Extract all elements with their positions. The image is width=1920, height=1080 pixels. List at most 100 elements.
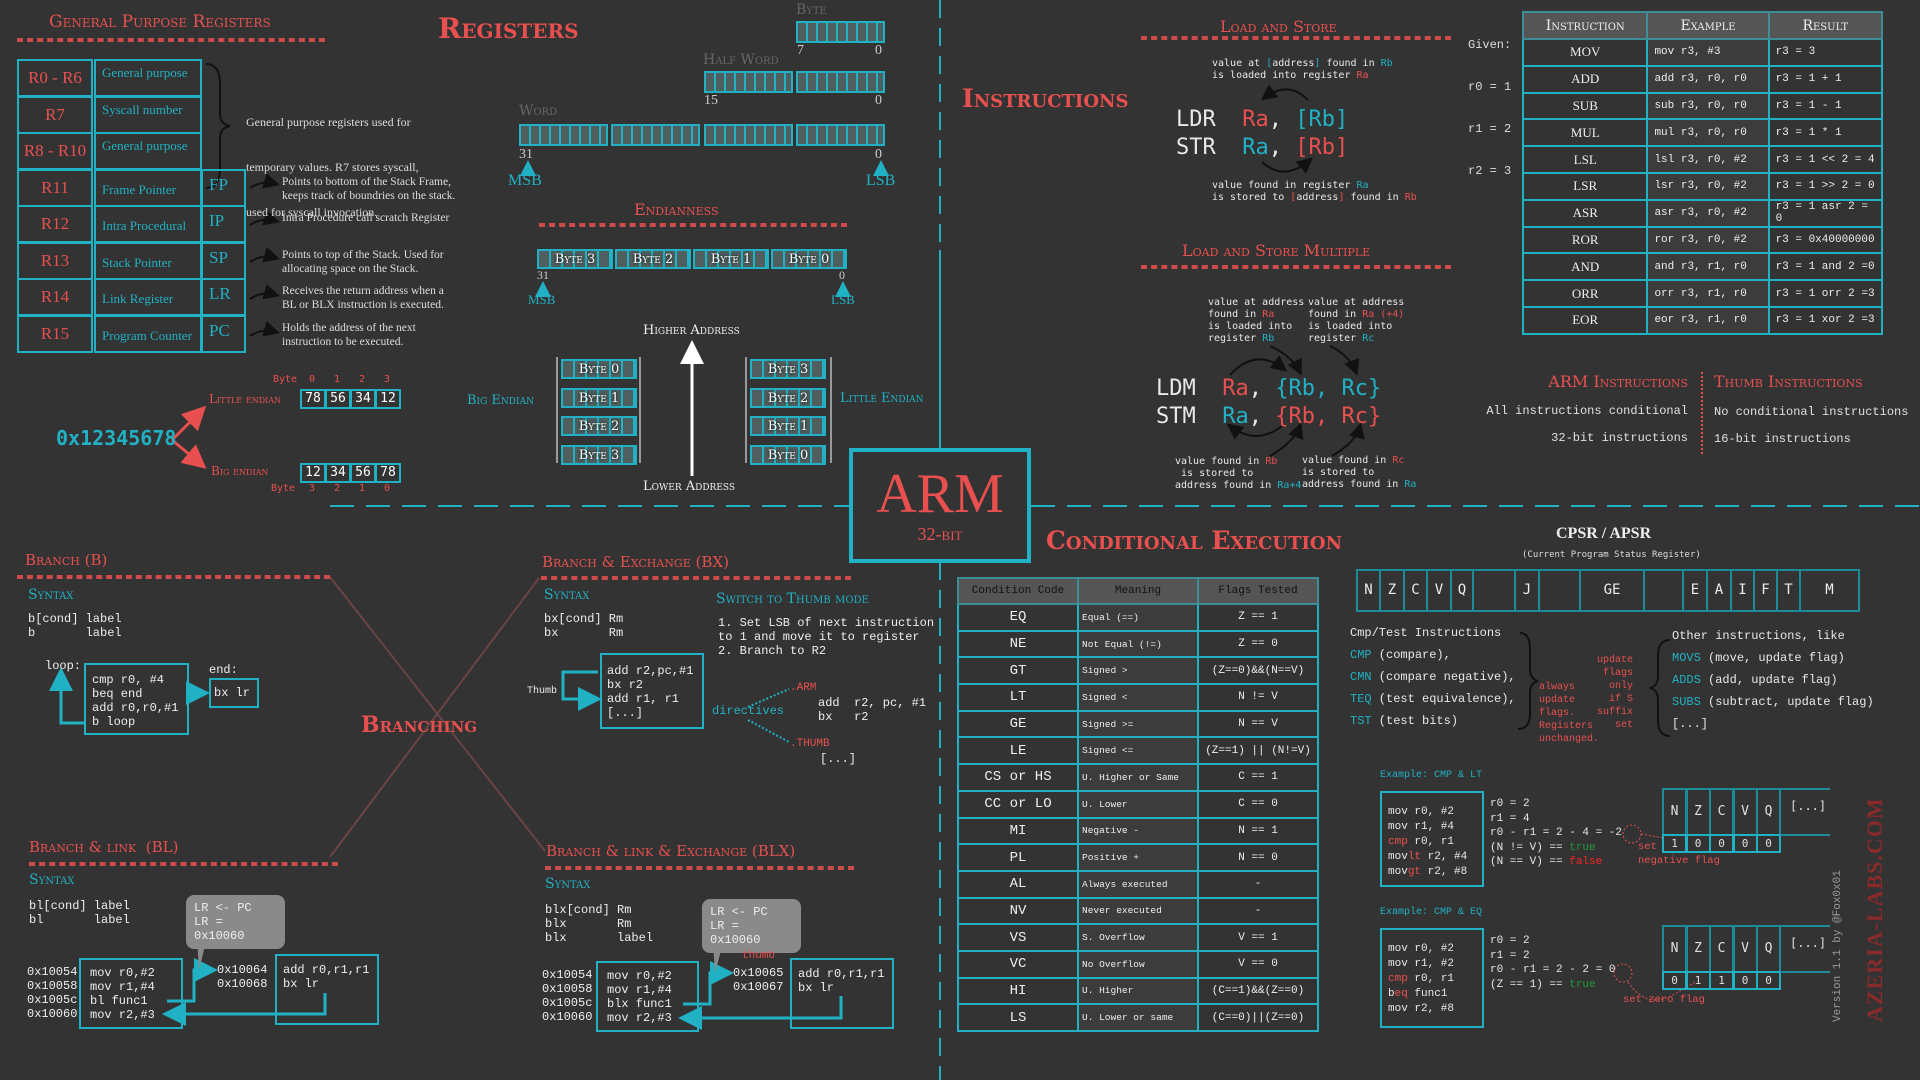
meaning-cell: Negative - <box>1077 816 1199 846</box>
code-segment: r2, #8 <box>1414 1003 1455 1015</box>
big-endian-byte-word: Byte <box>271 483 296 494</box>
table-row: ADD add r3, r0, r0 r3 = 1 + 1 <box>1521 64 1884 94</box>
condition-code-cell: VS <box>957 923 1079 952</box>
code-segment: r2, #8 <box>1421 866 1468 878</box>
flags-cell: (C==1)&&(Z==0) <box>1197 976 1319 1006</box>
note-line: unchanged. <box>1539 734 1600 745</box>
bl-lr-bubble: LR <- PC LR = 0x10060 <box>186 895 285 949</box>
text-segment: STR <box>1176 135 1243 160</box>
byte-hi-bit: 7 <box>797 43 804 58</box>
word-bits-0 <box>796 124 885 146</box>
flag-note: set zero flag <box>1623 994 1705 1006</box>
text-segment: Rb <box>1380 58 1393 69</box>
code-line: add r2, pc, #1 <box>818 696 927 710</box>
example-flag-name: N <box>1662 788 1687 836</box>
code-line: [...] <box>607 706 644 720</box>
bubble-line: LR = 0x10060 <box>710 919 761 947</box>
column-header: Meaning <box>1077 577 1199 605</box>
text-segment: value at <box>1212 58 1267 69</box>
instruction-cell: ASR <box>1521 198 1649 228</box>
result-cell: r3 = 1 + 1 <box>1767 64 1884 94</box>
result-cell: r3 = 1 orr 2 =3 <box>1767 279 1884 308</box>
example-flag-value: 0 <box>1685 834 1711 853</box>
half-word-bits-hi <box>704 71 793 93</box>
half-hi-bit: 15 <box>704 93 718 108</box>
cpsr-flag-cell <box>1643 569 1684 612</box>
desc-line: Holds the address of the next <box>282 321 416 334</box>
zero-flag-link <box>1627 981 1697 1001</box>
example-flag-more: [...] <box>1790 936 1827 950</box>
table-row: GE Signed >= N == V <box>957 709 1319 739</box>
note-line: if S <box>1608 694 1633 705</box>
cpsr-flag-cell: J <box>1514 569 1540 612</box>
code-line: mov r1, #2 <box>1388 957 1476 972</box>
text-segment: Ra <box>1404 479 1417 490</box>
example-calculation: r0 = 2 r1 = 4 r0 - r1 = 2 - 4 = -2 (N != V)… <box>1490 797 1622 870</box>
flags-cell: N == 1 <box>1197 816 1319 846</box>
text-segment: (test bits) <box>1371 714 1459 728</box>
text-line: value at address <box>1308 297 1404 309</box>
s-suffix-note: update flags only if S suffix set <box>1590 628 1633 745</box>
syntax-line: blx Rm <box>545 917 632 931</box>
text-segment: ] <box>1338 192 1345 203</box>
calc-segment: true <box>1569 841 1596 854</box>
endian-msb: MSB <box>528 292 556 307</box>
text-line: SUBS (subtract, update flag) <box>1672 691 1874 713</box>
address: 0x1005c <box>542 996 593 1010</box>
condition-code-cell: EQ <box>957 603 1079 632</box>
bl-syntax-label: Syntax <box>29 872 75 888</box>
syntax-line: bx[cond] Rm <box>544 612 624 626</box>
gp-desc-line: General purpose registers used for <box>246 115 411 129</box>
text-segment: (add, update flag) <box>1700 673 1838 687</box>
directive-arm-line <box>747 688 790 708</box>
arm-logo-text: ARM <box>876 463 1004 525</box>
little-endian-stack-byte: Byte 3 <box>750 359 826 379</box>
text-segment: , <box>1248 376 1276 401</box>
cpsr-title: CPSR / APSR <box>1556 525 1652 542</box>
endian-hi-bit: 31 <box>537 268 549 282</box>
other-brace <box>1649 639 1671 737</box>
little-endian-index: 0 <box>309 374 316 385</box>
code-line: mov r0, #2 <box>1388 942 1476 957</box>
register-name: Program Counter <box>94 314 202 353</box>
condition-code-cell: CS or HS <box>957 763 1079 792</box>
lr-arrow <box>249 284 280 300</box>
end-code-box: bx lr <box>209 678 259 708</box>
gpr-title: General Purpose Registers <box>49 12 271 32</box>
example-cell: ror r3, r0, #2 <box>1646 225 1770 255</box>
blx-call-arrow <box>683 961 734 1006</box>
register-description: Points to top of the Stack. Used for allo… <box>282 248 444 276</box>
little-endian-stack-byte: Byte 0 <box>750 444 826 465</box>
endianness-title: Endianness <box>634 200 719 219</box>
condition-code-cell: VC <box>957 949 1079 979</box>
calc-segment: r0 = 2 <box>1490 935 1530 947</box>
example-title: Example: CMP & EQ <box>1380 907 1483 918</box>
table-row: HI U. Higher (C==1)&&(Z==0) <box>957 976 1319 1006</box>
example-flag-value: 0 <box>1732 971 1758 990</box>
register-id: R14 <box>17 278 93 316</box>
flags-cell: Z == 0 <box>1197 629 1319 659</box>
text-segment: Cmp/Test Instructions <box>1350 626 1502 640</box>
text-segment: value at address <box>1208 297 1305 308</box>
text-segment: {Rb, Rc} <box>1275 376 1382 401</box>
text-segment: [ <box>1266 58 1273 69</box>
instruction-cell: MUL <box>1521 118 1649 148</box>
desc-line: allocating space on the Stack. <box>282 262 419 275</box>
flags-cell: N == 0 <box>1197 843 1319 872</box>
text-line: is stored to [address] found in Rb <box>1212 192 1417 204</box>
code-segment: r0, #2 <box>1414 943 1455 955</box>
big-endian-cell: 56 <box>350 463 376 483</box>
thumb-arrow <box>561 670 602 711</box>
endian-byte-3: Byte 3 <box>537 249 613 269</box>
condition-code-cell: AL <box>957 869 1079 899</box>
blx-syntax-label: Syntax <box>545 876 591 892</box>
address: 0x1005c <box>27 993 78 1007</box>
result-cell: r3 = 1 * 1 <box>1767 118 1884 148</box>
bl-func-addresses: 0x10064 0x10068 <box>217 963 267 991</box>
example-cell: asr r3, r0, #2 <box>1646 198 1770 228</box>
ldm-arrow-b <box>1269 345 1302 376</box>
step-line: to 1 and move it to register <box>718 630 920 644</box>
ldm-stm-code: LDM Ra, {Rb, Rc} STM Ra, {Rb, Rc} <box>1156 375 1381 431</box>
text-segment: Ra (+4) <box>1362 309 1405 320</box>
text-segment: Rc <box>1362 333 1375 344</box>
